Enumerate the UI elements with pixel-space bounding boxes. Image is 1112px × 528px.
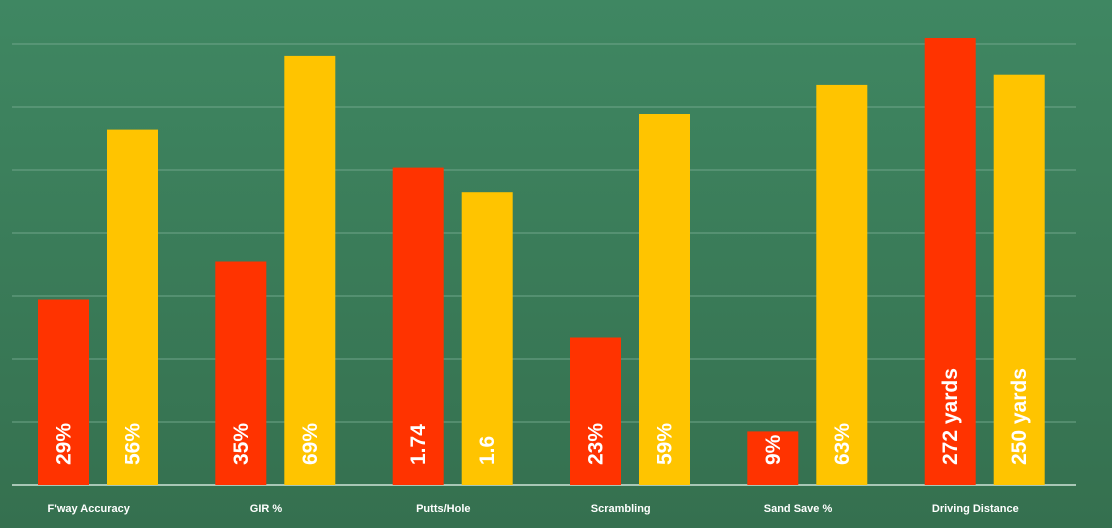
bar-series2-0 [107, 129, 158, 485]
category-label: GIR % [250, 503, 283, 515]
bar-series2-1 [284, 55, 336, 486]
bar-series1-4 [747, 431, 799, 485]
data-label: 56% [122, 423, 145, 465]
bar-series1-3 [570, 337, 621, 485]
bars [38, 38, 1045, 486]
category-label: Putts/Hole [416, 503, 470, 515]
bar-series1-2 [392, 167, 444, 485]
data-label: 1.74 [407, 424, 430, 465]
gridlines [12, 43, 1076, 486]
data-label: 59% [654, 423, 677, 465]
data-label: 23% [585, 423, 608, 465]
data-label: 9% [762, 434, 785, 465]
data-labels: 29% 56% 35% 69% 1.74 1.6 23% 59% 9% 63% 272 yards 2… [53, 368, 1032, 465]
bar-series2-5 [993, 74, 1045, 485]
category-label: Sand Save % [764, 503, 833, 515]
category-labels: F'way Accuracy GIR % Putts/Hole Scrambling S… [48, 503, 1019, 515]
data-label: 250 yards [1008, 368, 1031, 465]
bar-series1-0 [38, 299, 89, 485]
category-label: Scrambling [591, 503, 651, 515]
data-label: 1.6 [476, 436, 499, 465]
category-label: F'way Accuracy [48, 503, 131, 515]
data-label: 35% [230, 423, 253, 465]
bar-series2-4 [816, 84, 868, 486]
category-label: Driving Distance [932, 503, 1019, 515]
data-label: 69% [299, 423, 322, 465]
data-label: 272 yards [939, 368, 962, 465]
data-label: 29% [53, 423, 76, 465]
bar-series2-2 [461, 192, 513, 485]
bar-series1-1 [215, 261, 267, 485]
bar-series2-3 [639, 114, 690, 485]
bar-series1-5 [924, 38, 976, 485]
data-label: 63% [831, 423, 854, 465]
